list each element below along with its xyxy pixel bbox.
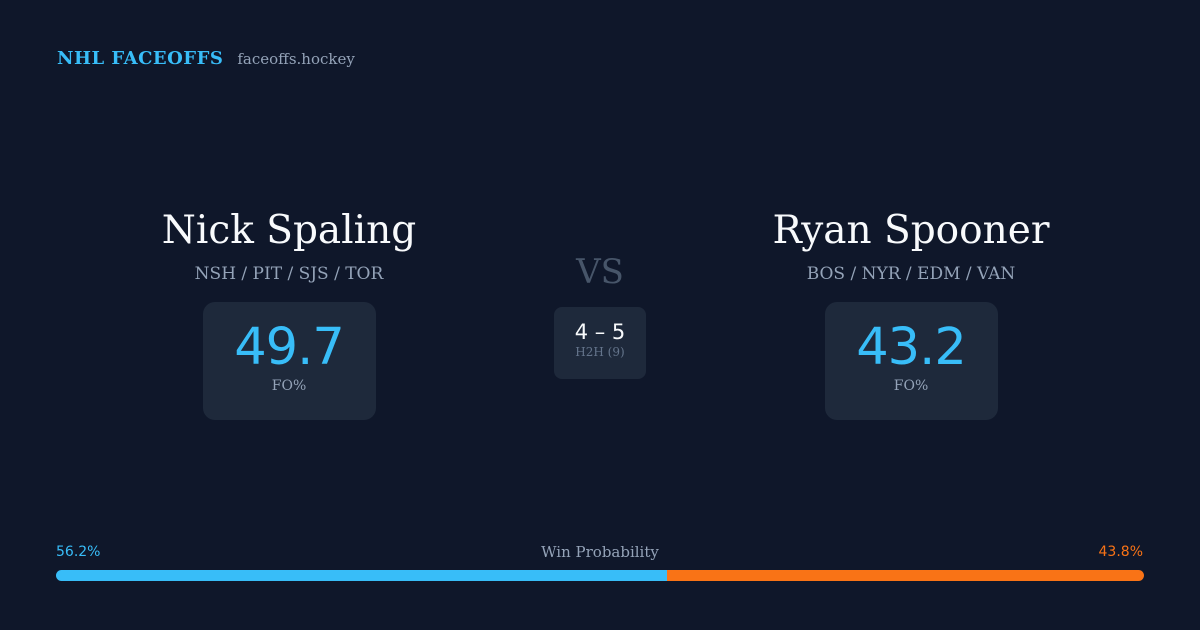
left-player-name: Nick Spaling — [161, 208, 417, 253]
win-probability-fill-right — [667, 570, 1144, 581]
left-player-card: Nick Spaling NSH / PIT / SJS / TOR 49.7 … — [89, 205, 489, 420]
right-player-name: Ryan Spooner — [772, 208, 1050, 253]
left-win-probability: 56.2% — [56, 544, 101, 560]
right-fo-pct: 43.2 — [856, 318, 967, 377]
win-probability-title: Win Probability — [541, 543, 659, 561]
left-fo-stat-box: 49.7 FO% — [202, 302, 376, 420]
left-fo-label: FO% — [271, 378, 307, 394]
h2h-score: 4 – 5 — [574, 320, 626, 344]
site-title: NHL FACEOFFS — [57, 48, 224, 69]
right-player-teams: BOS / NYR / EDM / VAN — [806, 264, 1016, 284]
right-fo-label: FO% — [893, 378, 929, 394]
h2h-label: H2H (9) — [575, 345, 625, 359]
left-fo-pct: 49.7 — [234, 318, 345, 377]
win-probability-bar — [56, 570, 1144, 581]
head-to-head-box: 4 – 5 H2H (9) — [554, 307, 646, 379]
right-win-probability: 43.8% — [1098, 544, 1143, 560]
versus-label: VS — [576, 252, 624, 292]
site-url: faceoffs.hockey — [237, 50, 355, 68]
brand-header: NHL FACEOFFS faceoffs.hockey — [57, 48, 355, 69]
right-player-card: Ryan Spooner BOS / NYR / EDM / VAN 43.2 … — [711, 205, 1111, 420]
win-probability-fill-left — [56, 570, 668, 581]
left-player-teams: NSH / PIT / SJS / TOR — [194, 264, 384, 284]
right-fo-stat-box: 43.2 FO% — [824, 302, 998, 420]
